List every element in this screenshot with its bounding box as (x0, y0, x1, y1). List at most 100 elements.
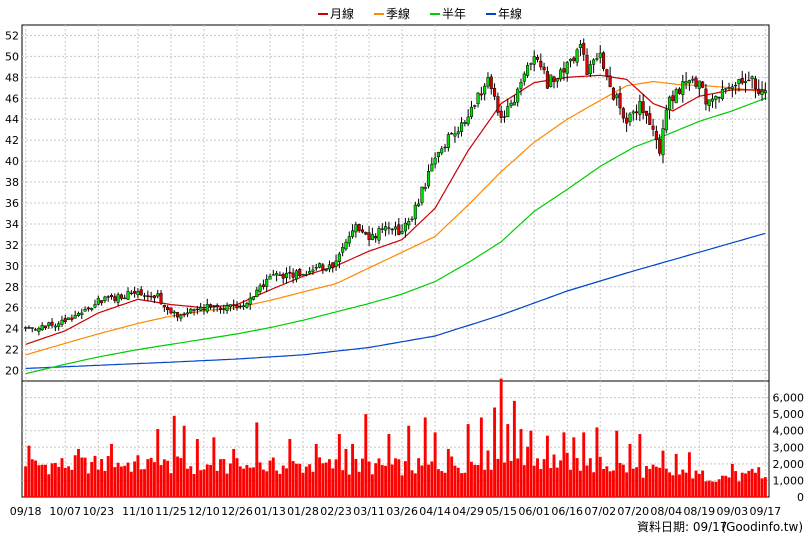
volume-bar (294, 463, 298, 497)
volume-bar (519, 429, 523, 497)
candle-body (595, 58, 599, 60)
volume-bar (143, 469, 146, 497)
candle-body (446, 134, 450, 148)
volume-bar (222, 459, 226, 497)
volume-bar (291, 461, 295, 497)
candle-body (80, 312, 84, 315)
volume-bar (238, 466, 242, 497)
candle-body (701, 81, 705, 88)
candle-body (275, 273, 279, 276)
candle-body (661, 128, 665, 156)
candle-body (255, 289, 259, 297)
candle-body (730, 86, 734, 90)
candle-body (195, 308, 199, 311)
candle-body (301, 273, 305, 276)
date-tick-label: 06/16 (551, 505, 583, 518)
volume-bar (308, 464, 312, 497)
volume-bar (740, 472, 744, 497)
volume-bar (744, 473, 747, 497)
candle-body (638, 101, 642, 115)
volume-bar (86, 473, 90, 497)
volume-bar (324, 462, 328, 497)
candle-body (635, 111, 639, 114)
date-tick-label: 12/26 (221, 505, 253, 518)
volume-bar (674, 453, 678, 497)
volume-bar (598, 456, 602, 497)
price-tick-label: 24 (5, 323, 19, 336)
volume-bar (635, 467, 639, 497)
volume-bar (271, 457, 275, 497)
volume-bar (423, 417, 427, 497)
volume-bar (301, 472, 305, 497)
candle-body (109, 295, 114, 298)
candle-body (753, 78, 757, 89)
candle-body (235, 305, 239, 309)
candle-body (370, 234, 374, 240)
volume-bar (311, 471, 315, 497)
candle-body (133, 290, 137, 294)
volume-bar (209, 465, 213, 497)
volume-bar (232, 448, 236, 497)
candle-body (24, 327, 28, 329)
volume-bar (608, 471, 612, 497)
candle-body (549, 74, 553, 87)
candle-body (136, 291, 140, 296)
volume-bar (592, 472, 596, 497)
price-tick-label: 20 (5, 365, 19, 378)
candle-body (459, 122, 464, 132)
candle-body (562, 68, 566, 73)
volume-bar (747, 470, 751, 497)
candle-body (212, 305, 216, 307)
volume-bar (361, 458, 364, 497)
date-axis-ticks: 09/18 10/07 10/23 11/10 11/25 12/10 12/26 01/13… (10, 505, 781, 518)
volume-bar (602, 468, 605, 497)
volume-bar (433, 432, 437, 497)
volume-bar (664, 468, 668, 497)
candle-body (436, 152, 440, 158)
volume-bar (450, 456, 454, 497)
volume-bar (60, 458, 64, 497)
candle-body (152, 295, 156, 299)
candle-body (327, 264, 332, 270)
candle-body (265, 279, 269, 287)
candle-body (426, 171, 431, 187)
candle-body (228, 304, 232, 307)
candle-body (734, 84, 738, 87)
volume-bar (245, 465, 249, 497)
candle-body (390, 228, 394, 231)
candle-body (393, 226, 398, 230)
candle-body (489, 76, 493, 89)
volume-bar (446, 448, 450, 497)
volume-bar (351, 443, 355, 497)
volume-bar (156, 429, 160, 497)
volume-bar (595, 427, 599, 497)
date-tick-label: 02/23 (320, 505, 352, 518)
candle-body (324, 269, 328, 271)
candle-body (456, 131, 460, 135)
volume-bar (304, 466, 308, 497)
candle-body (245, 303, 249, 308)
volume-bar (106, 456, 110, 497)
volume-bar (436, 469, 440, 497)
candle-body (146, 295, 150, 297)
volume-bar (559, 460, 563, 497)
volume-bar (704, 481, 708, 497)
candle-body (532, 56, 536, 65)
volume-bar (205, 464, 209, 497)
candle-body (598, 52, 602, 58)
volume-bar (390, 464, 394, 497)
volume-bar (658, 467, 662, 497)
candle-body (268, 275, 272, 280)
candle-body (710, 98, 715, 102)
candle-body (413, 204, 417, 220)
candle-body (377, 228, 381, 241)
candle-body (529, 63, 533, 65)
candle-body (499, 110, 503, 118)
volume-axis-ticks: 0 1,000 2,000 3,000 4,000 5,000 6,000 (773, 392, 805, 504)
candle-body (218, 307, 223, 310)
candle-body (76, 312, 81, 316)
volume-bar (53, 462, 57, 497)
candle-body (321, 264, 325, 270)
candle-body (625, 117, 629, 124)
volume-bar (578, 470, 582, 497)
